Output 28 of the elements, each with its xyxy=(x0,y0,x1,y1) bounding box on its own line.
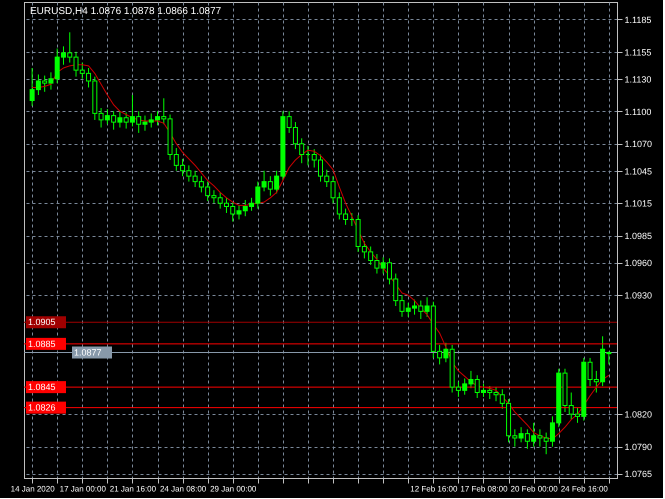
y-tick-label: 1.0820 xyxy=(624,410,652,420)
y-tick-label: 1.1185 xyxy=(624,14,652,25)
ref-line-label: 1.0877 xyxy=(74,348,102,358)
x-tick-label: 24 Feb 16:00 xyxy=(560,484,608,494)
y-tick-label: 1.1155 xyxy=(624,47,652,58)
x-tick-label: 29 Jan 00:00 xyxy=(210,484,257,494)
y-tick-label: 1.1130 xyxy=(624,74,652,84)
ref-line-label: 1.0905 xyxy=(28,317,56,328)
ref-line-label: 1.0885 xyxy=(28,338,56,349)
y-tick-label: 1.1015 xyxy=(624,198,652,209)
x-tick-label: 17 Feb 08:00 xyxy=(460,484,508,494)
y-tick-label: 1.0790 xyxy=(624,442,652,452)
x-tick-label: 20 Feb 00:00 xyxy=(510,484,558,494)
x-tick-label: 17 Jan 00:00 xyxy=(60,484,106,494)
x-tick-label: 14 Jan 2020 xyxy=(10,484,56,494)
y-tick-label: 1.0765 xyxy=(624,469,652,480)
chart-title: EURUSD,H4 1.0876 1.0878 1.0866 1.0877 xyxy=(30,6,222,17)
x-tick-label: 12 Feb 16:00 xyxy=(410,484,458,494)
x-tick-label: 24 Jan 08:00 xyxy=(160,484,207,494)
y-tick-label: 1.1045 xyxy=(624,166,652,176)
y-tick-label: 1.0985 xyxy=(624,231,652,242)
y-tick-label: 1.0930 xyxy=(624,290,652,301)
ref-line-label: 1.0826 xyxy=(28,402,56,413)
ref-line-label: 1.0845 xyxy=(28,382,56,392)
y-tick-label: 1.0960 xyxy=(624,258,652,268)
y-tick-label: 1.1070 xyxy=(624,139,652,150)
x-tick-label: 21 Jan 16:00 xyxy=(110,484,157,494)
y-tick-label: 1.1100 xyxy=(624,106,652,117)
